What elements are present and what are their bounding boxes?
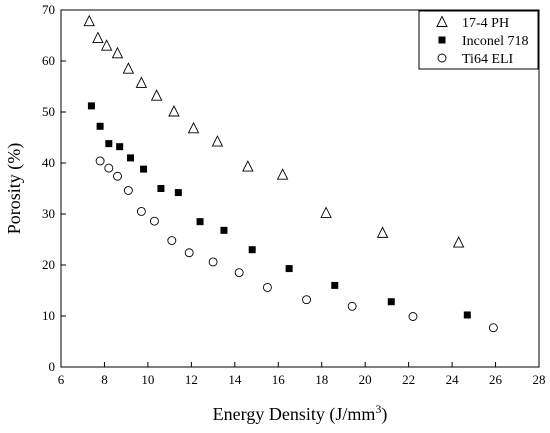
point-ti64-eli — [113, 171, 122, 181]
y-tick-label: 60 — [42, 53, 55, 68]
axes: 6 8 10 12 14 16 18 20 22 24 26 28 0 10 20 30 40 50 60 70 — [42, 2, 546, 387]
y-tick-label: 40 — [42, 155, 55, 170]
legend-marker-17-4-ph — [436, 15, 448, 27]
point-inconel-718 — [248, 246, 256, 254]
point-ti64-eli — [95, 156, 105, 166]
y-tick-label: 70 — [42, 2, 55, 17]
y-tick-label: 10 — [42, 308, 55, 323]
point-inconel-718 — [157, 185, 165, 192]
point-ti64-eli — [167, 236, 177, 245]
point-17-4-ph — [452, 236, 465, 248]
point-17-4-ph — [242, 160, 254, 172]
y-tick-label: 30 — [42, 206, 55, 221]
y-tick-label: 20 — [42, 257, 55, 272]
point-17-4-ph — [100, 39, 113, 51]
point-inconel-718 — [463, 311, 471, 319]
x-axis-title-main: Energy Density (J/mm — [213, 404, 376, 425]
x-tick-label: 10 — [141, 372, 154, 387]
x-axis-title-suffix: ) — [381, 404, 387, 425]
point-17-4-ph — [111, 46, 124, 59]
point-inconel-718 — [220, 226, 228, 234]
point-17-4-ph — [376, 226, 389, 238]
point-ti64-eli — [123, 186, 133, 195]
point-17-4-ph — [168, 104, 180, 117]
point-inconel-718 — [127, 154, 135, 162]
point-ti64-eli — [234, 268, 244, 278]
point-inconel-718 — [105, 140, 113, 148]
point-ti64-eli — [149, 216, 159, 226]
point-inconel-718 — [387, 298, 395, 306]
point-ti64-eli — [262, 282, 272, 292]
legend-marker-inconel-718 — [438, 36, 446, 44]
x-tick-label: 24 — [446, 372, 460, 387]
point-17-4-ph — [211, 135, 224, 147]
x-tick-label: 14 — [228, 372, 242, 387]
point-17-4-ph — [92, 31, 104, 43]
x-tick-label: 8 — [101, 372, 108, 387]
point-ti64-eli — [408, 312, 418, 321]
legend-marker-ti64-eli — [437, 53, 447, 63]
legend-label-ti64-eli: Ti64 ELI — [462, 52, 514, 67]
x-tick-label: 12 — [185, 372, 198, 387]
point-17-4-ph — [320, 206, 332, 218]
point-inconel-718 — [116, 143, 124, 151]
data-marks — [83, 14, 498, 333]
legend-label-17-4-ph: 17-4 PH — [462, 16, 509, 31]
point-17-4-ph — [135, 76, 148, 88]
point-17-4-ph — [187, 121, 200, 134]
point-inconel-718 — [285, 265, 293, 273]
x-tick-label: 26 — [489, 372, 503, 387]
point-ti64-eli — [302, 295, 311, 305]
plot-frame — [60, 9, 540, 368]
point-inconel-718 — [96, 122, 104, 130]
point-17-4-ph — [150, 89, 163, 101]
x-tick-label: 28 — [533, 372, 546, 387]
x-tick-label: 6 — [58, 372, 65, 387]
x-axis-title-superscript: 3 — [375, 402, 381, 416]
point-ti64-eli — [184, 248, 194, 258]
point-17-4-ph — [122, 62, 135, 74]
point-inconel-718 — [331, 281, 339, 289]
x-tick-label: 18 — [315, 372, 328, 387]
point-ti64-eli — [136, 206, 146, 216]
point-17-4-ph — [276, 168, 289, 180]
point-ti64-eli — [488, 323, 498, 333]
x-tick-label: 16 — [272, 372, 286, 387]
legend-label-inconel-718: Inconel 718 — [462, 34, 528, 49]
point-inconel-718 — [196, 218, 204, 226]
point-ti64-eli — [104, 163, 114, 173]
point-inconel-718 — [174, 189, 182, 197]
y-axis-title: Porosity (%) — [4, 143, 25, 235]
series-ti64-eli — [95, 156, 498, 333]
series-17-4-ph — [83, 14, 465, 248]
x-tick-label: 20 — [359, 372, 372, 387]
legend: 17-4 PH Inconel 718 Ti64 ELI — [418, 10, 539, 70]
point-inconel-718 — [140, 165, 148, 173]
x-tick-label: 22 — [402, 372, 415, 387]
y-tick-label: 50 — [42, 104, 55, 119]
series-inconel-718 — [87, 102, 471, 319]
point-ti64-eli — [208, 257, 218, 267]
x-axis-title: Energy Density (J/mm3) — [213, 402, 388, 425]
y-tick-label: 0 — [49, 359, 56, 374]
point-inconel-718 — [87, 102, 95, 110]
point-ti64-eli — [347, 301, 357, 311]
point-17-4-ph — [83, 14, 95, 27]
